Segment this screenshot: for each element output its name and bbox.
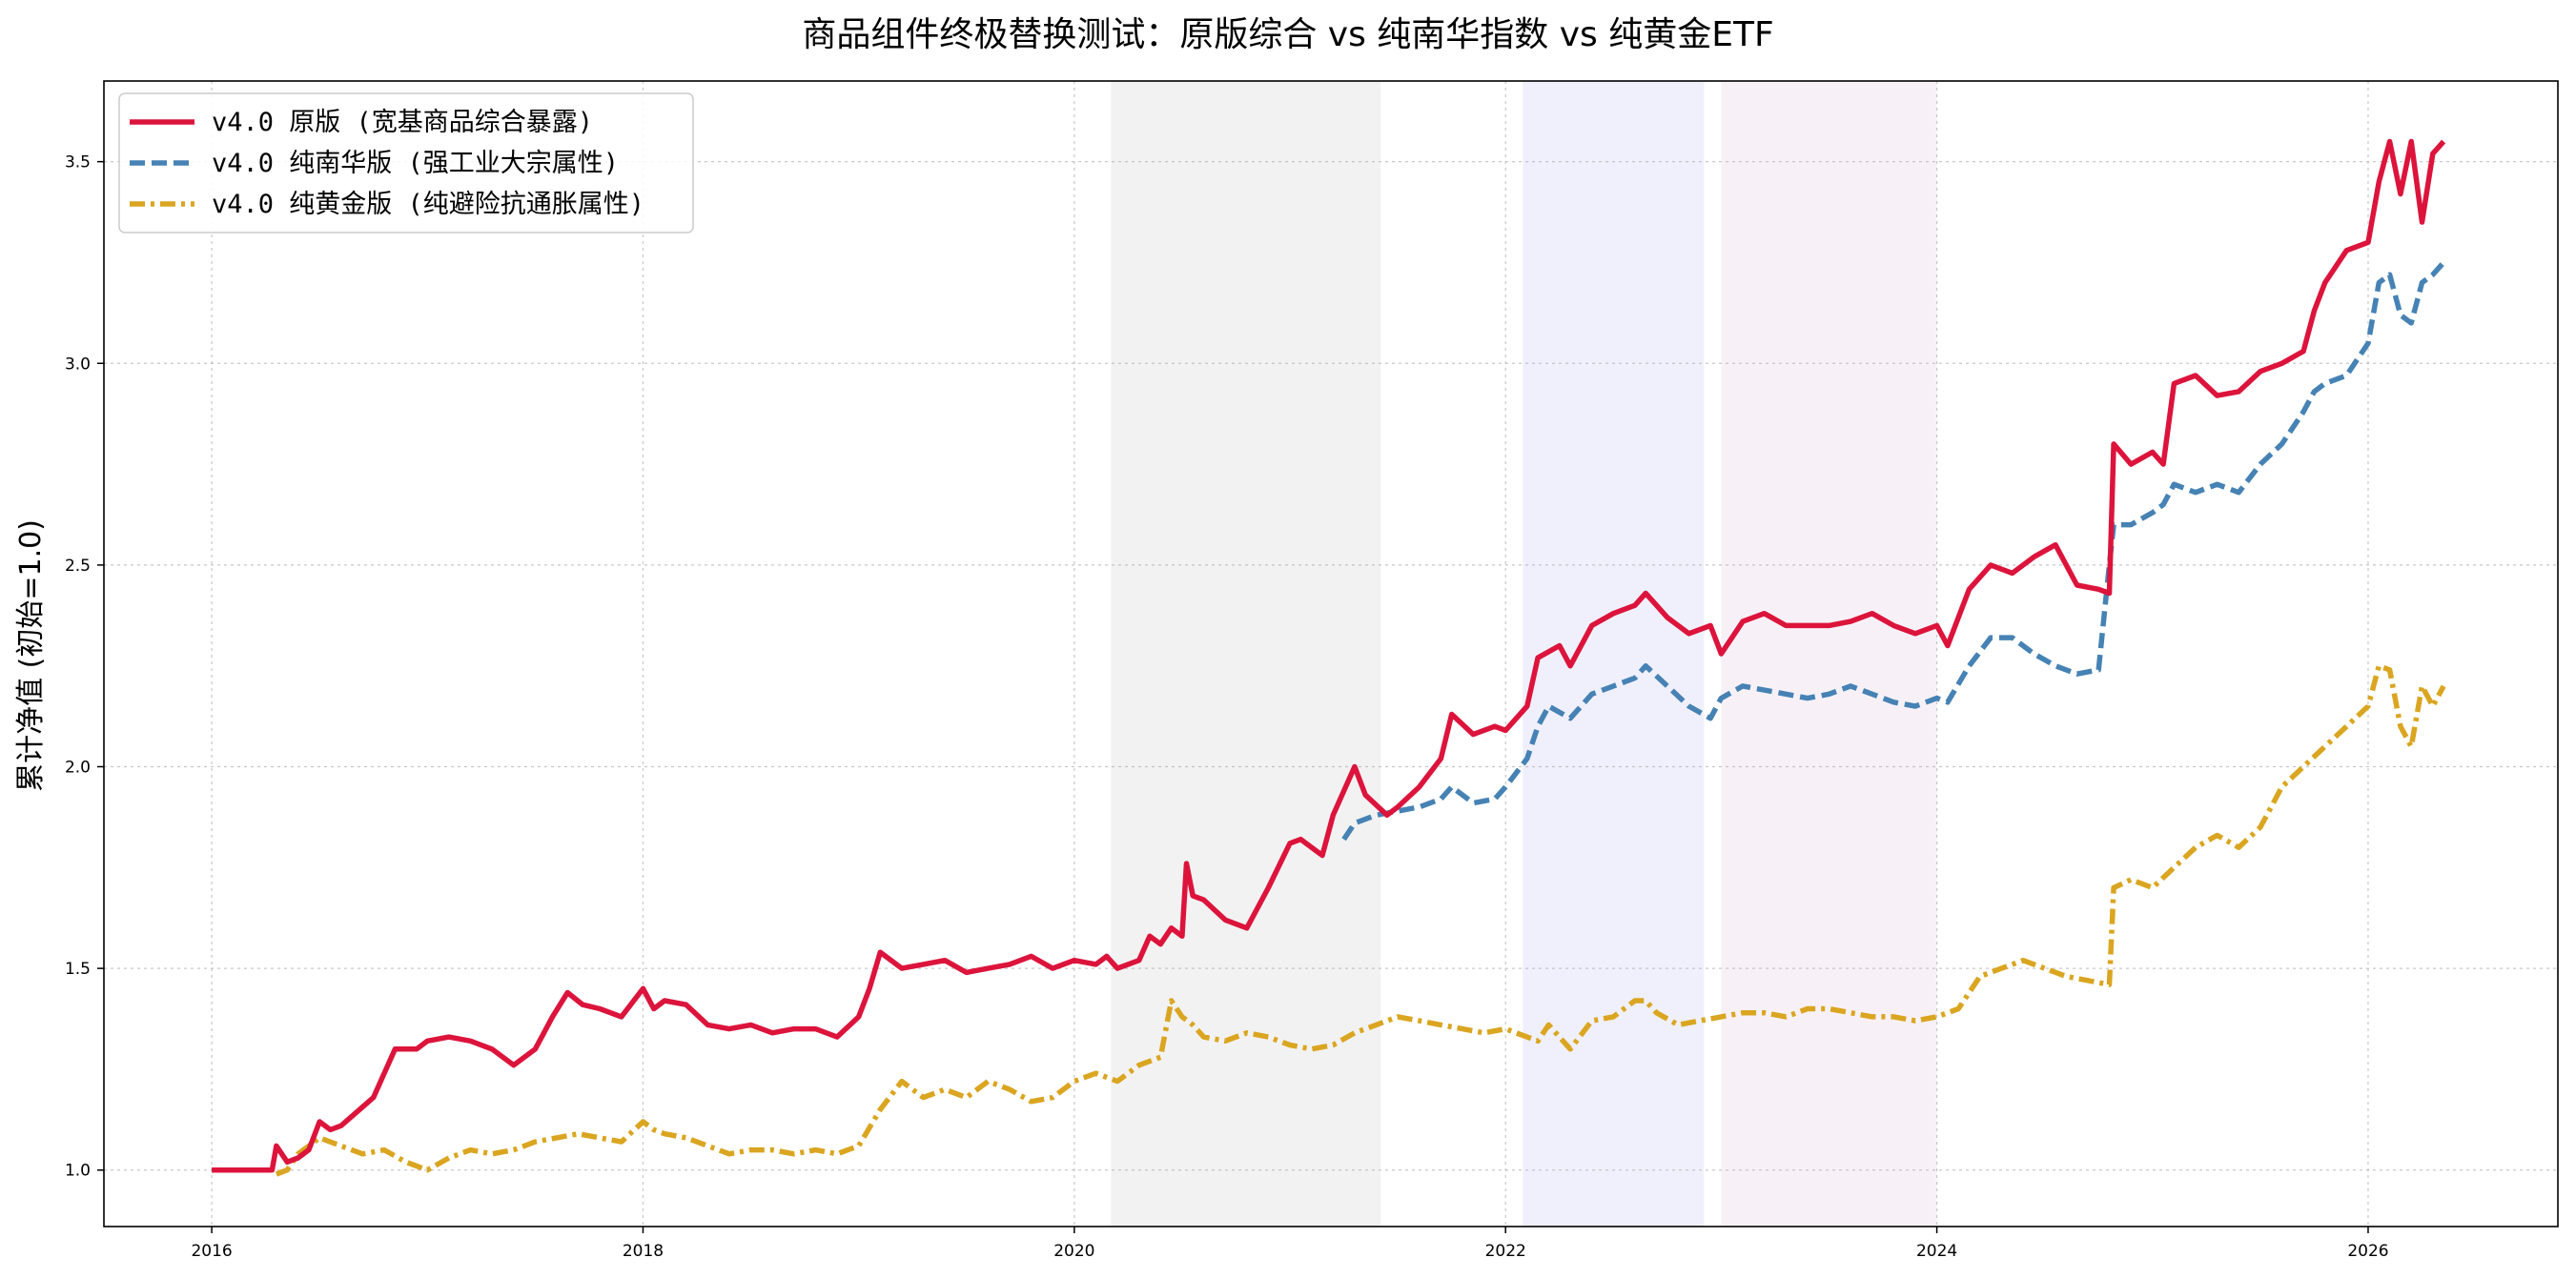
y-tick-label: 3.5 bbox=[65, 153, 91, 172]
shaded-region-3 bbox=[1721, 81, 1937, 1227]
y-tick-label: 2.0 bbox=[65, 759, 91, 778]
y-tick-label: 1.5 bbox=[65, 960, 91, 979]
y-tick-label: 2.5 bbox=[65, 557, 91, 576]
y-tick-label: 1.0 bbox=[65, 1162, 91, 1181]
legend-label-2: v4.0 纯南华版 (强工业大宗属性) bbox=[212, 149, 619, 178]
legend-box bbox=[118, 92, 694, 233]
chart-title: 商品组件终极替换测试：原版综合 vs 纯南华指数 vs 纯黄金ETF bbox=[802, 15, 1773, 54]
x-tick-label: 2024 bbox=[1916, 1242, 1957, 1261]
legend-label-3: v4.0 纯黄金版 (纯避险抗通胀属性) bbox=[212, 190, 644, 219]
shaded-regions bbox=[1111, 81, 1937, 1227]
x-tick-label: 2016 bbox=[191, 1242, 232, 1261]
axis-ticks: 2016 2018 2020 2022 2024 2026 1.0 1.5 2.0 2.5 3.0 3… bbox=[65, 153, 2389, 1261]
legend-label-1: v4.0 原版 (宽基商品综合暴露) bbox=[212, 108, 593, 137]
x-tick-label: 2018 bbox=[623, 1242, 664, 1261]
x-tick-label: 2022 bbox=[1485, 1242, 1526, 1261]
plot-frame bbox=[103, 80, 2559, 1227]
y-axis-label: 累计净值 (初始=1.0) bbox=[14, 519, 48, 792]
shaded-region-2 bbox=[1523, 81, 1705, 1227]
series-line-2 bbox=[1341, 260, 2446, 842]
y-tick-label: 3.0 bbox=[65, 355, 91, 374]
series-line-1 bbox=[212, 138, 2446, 1173]
shaded-region-1 bbox=[1111, 81, 1381, 1227]
x-tick-label: 2020 bbox=[1053, 1242, 1094, 1261]
x-tick-label: 2026 bbox=[2347, 1242, 2388, 1261]
series-lines bbox=[212, 138, 2446, 1177]
legend: v4.0 原版 (宽基商品综合暴露) v4.0 纯南华版 (强工业大宗属性) v4.… bbox=[118, 92, 694, 233]
